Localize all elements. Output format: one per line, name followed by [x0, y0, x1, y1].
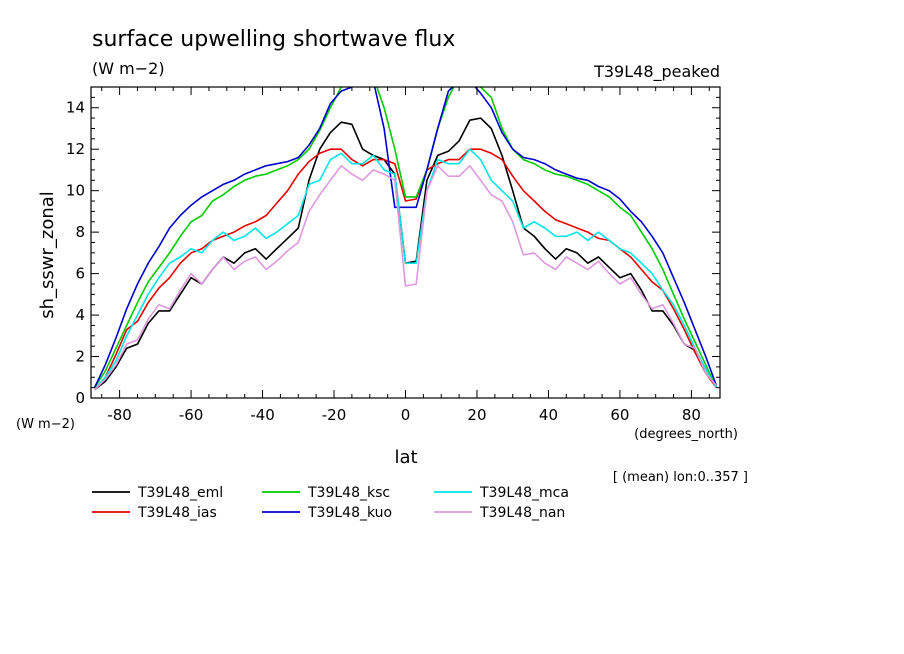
- legend-label: T39L48_ias: [137, 505, 217, 521]
- title-units: (W m−2): [92, 59, 165, 78]
- series-layer: [93, 87, 718, 391]
- y-axis: 0 2 4 6 8 10 12 14: [66, 86, 720, 407]
- x-tick-label: -80: [107, 406, 132, 424]
- x-tick-label: -20: [322, 406, 347, 424]
- y-axis-units: (W m−2): [16, 417, 75, 432]
- legend-label: T39L48_ksc: [307, 485, 390, 501]
- x-axis: -80 -60 -40 -20 0 20 40 60 80: [101, 87, 710, 424]
- legend-label: T39L48_mca: [479, 485, 569, 501]
- plot-frame: [90, 86, 721, 399]
- x-tick-label: 60: [610, 406, 629, 424]
- averaging-note: [ (mean) lon:0..357 ]: [613, 470, 748, 485]
- y-axis-label: sh_sswr_zonal: [37, 191, 58, 319]
- legend-label: T39L48_kuo: [307, 505, 392, 521]
- series-line-T39L48_ksc: [93, 87, 718, 389]
- y-tick-label: 2: [75, 348, 85, 366]
- legend-label: T39L48_nan: [479, 505, 565, 521]
- x-axis-label: lat: [394, 447, 417, 468]
- series-line-T39L48_ias: [93, 148, 718, 391]
- series-line-T39L48_nan: [94, 165, 718, 391]
- y-tick-label: 14: [66, 99, 85, 117]
- x-tick-label: 40: [539, 406, 558, 424]
- x-tick-label: -40: [250, 406, 275, 424]
- x-tick-label: 80: [682, 406, 701, 424]
- x-axis-units: (degrees_north): [634, 427, 738, 442]
- y-tick-label: 12: [66, 140, 85, 158]
- y-tick-label: 0: [75, 389, 85, 407]
- y-tick-label: 4: [75, 306, 85, 324]
- x-tick-label: -60: [179, 406, 204, 424]
- y-tick-label: 8: [75, 223, 85, 241]
- chart-title: surface upwelling shortwave flux: [92, 27, 455, 52]
- series-line-T39L48_eml: [94, 117, 718, 391]
- y-tick-label: 6: [75, 265, 85, 283]
- series-line-T39L48_kuo: [93, 87, 718, 388]
- x-tick-label: 0: [401, 406, 411, 424]
- legend-label: T39L48_eml: [137, 485, 223, 501]
- series-line-T39L48_mca: [93, 148, 718, 391]
- experiment-label: T39L48_peaked: [593, 62, 720, 82]
- y-tick-label: 10: [66, 182, 85, 200]
- legend: T39L48_eml T39L48_ias T39L48_ksc T39L48_kuo…: [92, 485, 569, 521]
- x-tick-label: 20: [467, 406, 486, 424]
